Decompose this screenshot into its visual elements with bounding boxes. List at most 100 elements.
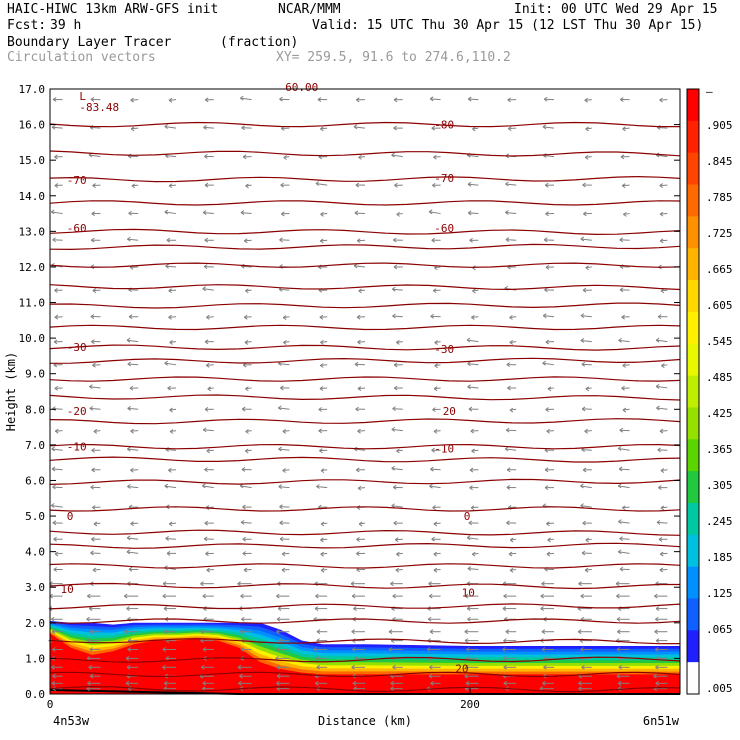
y-tick-label: 16.0 [19,119,46,132]
circulation-vector [619,237,630,243]
circulation-vector [616,673,630,679]
circulation-vector [279,96,290,102]
circulation-vector [52,520,63,526]
circulation-vector [356,505,366,510]
circulation-vector [580,236,592,242]
colorbar-swatch [687,343,699,377]
circulation-vector [618,519,630,525]
circulation-vector [164,209,177,215]
circulation-vector [204,520,214,526]
colorbar-label: .845 [706,155,733,168]
circulation-vector [350,581,365,587]
circulation-vector [619,536,630,542]
circulation-vector [202,680,214,686]
circulation-vector [503,664,517,670]
circulation-vector [659,238,668,244]
circulation-vector [358,154,366,160]
circulation-vector [393,385,403,391]
circulation-vector [580,647,592,652]
circulation-vector [468,520,479,526]
isotherm-line [49,243,681,251]
circulation-vector [203,124,214,130]
circulation-vector [244,339,252,345]
circulation-vector [54,314,63,320]
circulation-vector [92,183,101,188]
circulation-vector [503,593,517,599]
circulation-vector [396,448,403,454]
circulation-vector [394,182,403,188]
circulation-vector [433,428,441,434]
circulation-vector [203,264,214,270]
circulation-vector [502,606,517,612]
circulation-vector [168,288,177,294]
circulation-vector [201,664,214,670]
circulation-vector [315,655,328,661]
circulation-vector [356,314,366,320]
y-tick-label: 8.0 [25,403,45,416]
circulation-vector [166,551,177,556]
y-tick-label: 4.0 [25,546,45,559]
circulation-vector [619,287,630,293]
y-tick-label: 0.0 [25,688,45,701]
isotherm-line [49,284,681,291]
circulation-vector [319,314,328,320]
isotherm-line [49,529,681,536]
circulation-vector [317,97,328,102]
circulation-vector [656,405,668,411]
y-tick-label: 17.0 [19,83,46,96]
circulation-vector [655,383,668,389]
circulation-vector [242,504,252,510]
circulation-vector [433,154,441,160]
circulation-vector [276,593,290,599]
colorbar-swatch [687,662,699,695]
circulation-vector [92,362,101,368]
circulation-vector [202,210,214,216]
circulation-vector [168,314,177,320]
isotherm-line [49,478,681,485]
circulation-vector [429,664,441,670]
circulation-vector [355,406,366,412]
y-tick-label: 14.0 [19,190,46,203]
circulation-vector [467,616,479,622]
circulation-vector [316,629,328,635]
circulation-vector [320,567,328,573]
circulation-vector [617,549,630,555]
circulation-vector [162,647,176,652]
circulation-vector [206,448,214,454]
circulation-vector [547,537,555,543]
circulation-vector [428,209,441,215]
colorbar-label: .125 [706,587,733,600]
valid-time: Valid: 15 UTC Thu 30 Apr 15 (12 LST Thu … [312,18,704,33]
isotherm-label: -70 [434,172,454,185]
circulation-vector [51,629,63,635]
colorbar-swatch [687,152,699,186]
circulation-vector [356,536,366,542]
circulation-vector [585,537,592,543]
circulation-vector [52,97,63,102]
circulation-vector [278,638,290,644]
circulation-vector [467,384,479,390]
circulation-vector [661,363,668,369]
circulation-vector [358,288,366,294]
isotherm-label: -60 [67,222,87,235]
circulation-vector [616,593,630,599]
circulation-vector [316,664,328,670]
circulation-vector [130,428,139,434]
isotherm-line [49,656,681,663]
right-endpoint-label: 6n51w [643,714,680,728]
circulation-vector [128,210,139,216]
circulation-vector [52,673,63,679]
circulation-vector [53,536,63,542]
circulation-vector [50,209,63,215]
circulation-vector [432,505,441,510]
circulation-vector [654,593,668,599]
circulation-vector [54,183,63,188]
circulation-vector [356,238,366,244]
circulation-vector [618,664,630,670]
circulation-vector [432,182,441,188]
circulation-vector [282,428,290,434]
circulation-vector [466,647,479,652]
circulation-vector [464,593,479,599]
circulation-vector [469,237,479,243]
